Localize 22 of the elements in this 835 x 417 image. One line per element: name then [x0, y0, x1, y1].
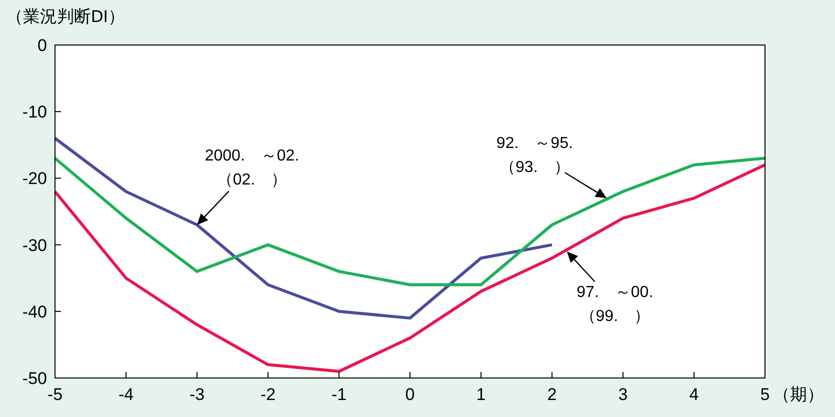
y-axis-title: （業況判断DI） [6, 7, 125, 26]
x-tick-label: -3 [189, 385, 205, 404]
x-tick-label: -5 [47, 385, 63, 404]
y-tick-label: -30 [22, 236, 47, 255]
x-tick-label: -2 [260, 385, 276, 404]
annotation: 2000. ～02. （02. ） [204, 147, 300, 188]
x-axis-title: （期） [773, 385, 824, 404]
x-tick-label: 3 [618, 385, 628, 404]
annotation: 92. ～95. （93. ） [496, 134, 573, 176]
x-tick-label: 1 [476, 385, 486, 404]
annotation: 97. ～00. （99. ） [576, 284, 654, 326]
x-tick-label: 2 [547, 385, 557, 404]
x-tick-label: 5 [760, 385, 770, 404]
y-tick-label: -40 [22, 302, 47, 322]
x-tick-label: -1 [331, 385, 347, 404]
y-tick-label: 0 [38, 36, 47, 55]
y-tick-label: -10 [22, 102, 47, 122]
y-tick-label: -20 [22, 169, 47, 188]
x-tick-label: 4 [689, 385, 699, 404]
x-tick-label: -4 [118, 385, 134, 404]
x-tick-label: 0 [405, 385, 415, 404]
y-tick-label: -50 [22, 368, 47, 388]
